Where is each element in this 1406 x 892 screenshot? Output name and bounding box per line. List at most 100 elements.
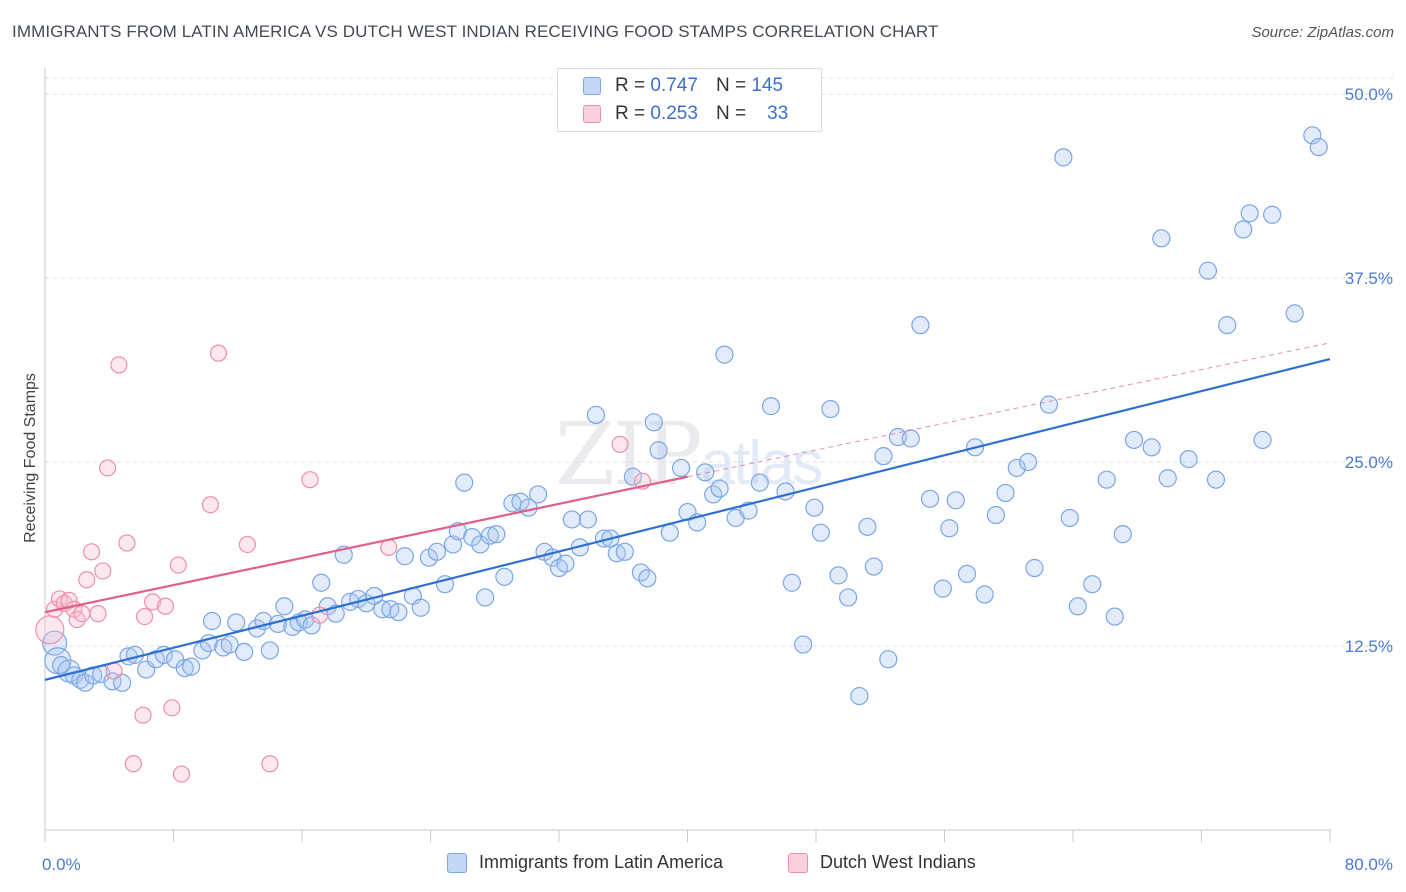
point-latin-america <box>821 399 840 419</box>
point-latin-america <box>839 588 858 607</box>
trend-extension-pink <box>687 342 1331 478</box>
correlation-legend: R = 0.747 N = 145 R = 0.253 N = 33 <box>557 68 822 132</box>
point-dutch-west-indians <box>99 459 117 477</box>
point-dutch-west-indians <box>94 562 112 580</box>
point-latin-america <box>312 573 331 592</box>
y-tick-label: 37.5% <box>1345 269 1393 288</box>
point-latin-america <box>782 573 802 592</box>
point-dutch-west-indians <box>209 344 228 362</box>
point-latin-america <box>1124 430 1144 450</box>
point-dutch-west-indians <box>82 543 101 561</box>
point-latin-america <box>1068 597 1087 616</box>
point-latin-america <box>1179 449 1198 469</box>
legend-r-value: 0.253 <box>650 103 698 124</box>
x-tick-label-min: 0.0% <box>42 855 81 874</box>
point-latin-america <box>858 517 877 536</box>
series-swatch-pink <box>788 852 808 873</box>
point-dutch-west-indians <box>301 471 319 489</box>
point-latin-america <box>556 554 575 573</box>
point-latin-america <box>411 598 430 617</box>
point-dutch-west-indians <box>169 556 187 574</box>
point-latin-america <box>562 510 581 529</box>
point-dutch-west-indians <box>172 765 191 783</box>
point-latin-america <box>220 635 239 654</box>
point-latin-america <box>578 510 598 529</box>
legend-n-label: N = <box>715 75 747 96</box>
point-latin-america <box>794 635 813 654</box>
source-label: Source: ZipAtlas.com <box>1251 24 1394 41</box>
point-latin-america <box>1152 229 1171 248</box>
legend-r-label: R = <box>615 103 646 124</box>
series-legend-item-dutch-west-indians[interactable]: Dutch West Indians <box>788 852 976 873</box>
point-latin-america <box>811 523 830 542</box>
point-dutch-west-indians <box>110 356 128 374</box>
point-latin-america <box>1303 126 1322 145</box>
point-latin-america <box>975 585 994 604</box>
watermark-atlas: atlas <box>700 429 824 498</box>
point-dutch-west-indians <box>144 593 162 611</box>
point-latin-america <box>1218 316 1237 335</box>
trend-line-pink <box>44 475 688 614</box>
point-latin-america <box>235 642 254 662</box>
y-tick-label: 50.0% <box>1345 85 1393 104</box>
x-tick-label-max: 80.0% <box>1345 855 1393 874</box>
legend-r-value: 0.747 <box>650 75 698 96</box>
point-latin-america <box>175 658 194 678</box>
point-dutch-west-indians <box>163 699 181 717</box>
point-latin-america <box>1142 438 1161 457</box>
point-latin-america <box>1097 470 1116 489</box>
y-tick-label: 25.0% <box>1345 453 1393 472</box>
point-latin-america <box>957 564 977 583</box>
point-dutch-west-indians <box>78 571 96 589</box>
point-latin-america <box>202 611 222 631</box>
point-latin-america <box>1253 430 1272 450</box>
point-latin-america <box>940 519 959 538</box>
point-latin-america <box>1198 261 1218 280</box>
point-latin-america <box>182 657 201 676</box>
point-latin-america <box>750 473 769 492</box>
legend-n-value: 145 <box>751 75 784 96</box>
point-latin-america <box>1025 558 1044 578</box>
point-latin-america <box>1007 458 1026 478</box>
point-dutch-west-indians <box>35 615 65 645</box>
legend-n-value: 33 <box>767 103 789 124</box>
point-latin-america <box>879 650 898 669</box>
point-latin-america <box>1285 304 1304 323</box>
point-latin-america <box>696 463 715 482</box>
point-dutch-west-indians <box>89 605 107 623</box>
point-latin-america <box>874 447 893 466</box>
point-latin-america <box>1054 148 1073 167</box>
point-latin-america <box>1105 607 1124 626</box>
point-dutch-west-indians <box>60 591 78 609</box>
legend-row-blue: R = 0.747 N = 145 <box>583 74 783 98</box>
point-latin-america <box>986 505 1006 525</box>
trend-line-blue <box>44 357 1331 681</box>
point-latin-america <box>586 405 606 425</box>
point-latin-america <box>1240 204 1259 223</box>
point-latin-america <box>864 557 883 576</box>
point-latin-america <box>911 316 930 335</box>
point-latin-america <box>1083 575 1102 594</box>
point-dutch-west-indians <box>124 755 142 773</box>
point-dutch-west-indians <box>201 496 220 514</box>
point-latin-america <box>1234 220 1253 239</box>
point-latin-america <box>495 567 514 586</box>
point-latin-america <box>260 641 279 660</box>
point-latin-america <box>1039 395 1059 414</box>
series-legend-item-latin-america[interactable]: Immigrants from Latin America <box>447 852 723 873</box>
point-latin-america <box>649 441 668 460</box>
point-latin-america <box>455 473 474 492</box>
point-latin-america <box>480 526 500 545</box>
point-dutch-west-indians <box>135 607 154 626</box>
point-latin-america <box>275 597 294 616</box>
point-latin-america <box>193 641 212 660</box>
y-tick-label: 12.5% <box>1345 637 1393 656</box>
series-label: Dutch West Indians <box>820 852 976 872</box>
chart-title: IMMIGRANTS FROM LATIN AMERICA VS DUTCH W… <box>12 22 939 41</box>
point-latin-america <box>1263 205 1282 224</box>
point-latin-america <box>660 523 679 542</box>
series-swatch-blue <box>447 852 467 873</box>
point-latin-america <box>476 588 495 607</box>
point-latin-america <box>644 413 663 432</box>
